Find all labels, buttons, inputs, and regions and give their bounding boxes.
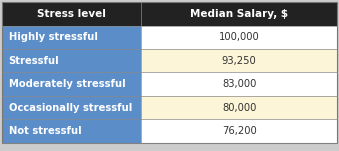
Bar <box>2 26 141 49</box>
Text: Occasionally stressful: Occasionally stressful <box>9 103 132 113</box>
Text: Highly stressful: Highly stressful <box>9 32 98 42</box>
Bar <box>2 96 141 119</box>
Text: 76,200: 76,200 <box>222 126 257 136</box>
Text: Median Salary, $: Median Salary, $ <box>190 9 288 19</box>
Bar <box>141 2 337 26</box>
Text: 83,000: 83,000 <box>222 79 256 89</box>
Text: 100,000: 100,000 <box>219 32 260 42</box>
Text: Stressful: Stressful <box>9 56 59 66</box>
Text: Not stressful: Not stressful <box>9 126 81 136</box>
Text: 80,000: 80,000 <box>222 103 256 113</box>
Bar <box>141 119 337 143</box>
Text: Stress level: Stress level <box>37 9 106 19</box>
Bar <box>2 119 141 143</box>
Bar <box>141 49 337 72</box>
Bar <box>2 2 141 26</box>
Text: Moderately stressful: Moderately stressful <box>9 79 125 89</box>
Bar <box>2 49 141 72</box>
Bar <box>141 96 337 119</box>
Text: 93,250: 93,250 <box>222 56 257 66</box>
Bar <box>2 72 141 96</box>
Bar <box>141 72 337 96</box>
Bar <box>141 26 337 49</box>
